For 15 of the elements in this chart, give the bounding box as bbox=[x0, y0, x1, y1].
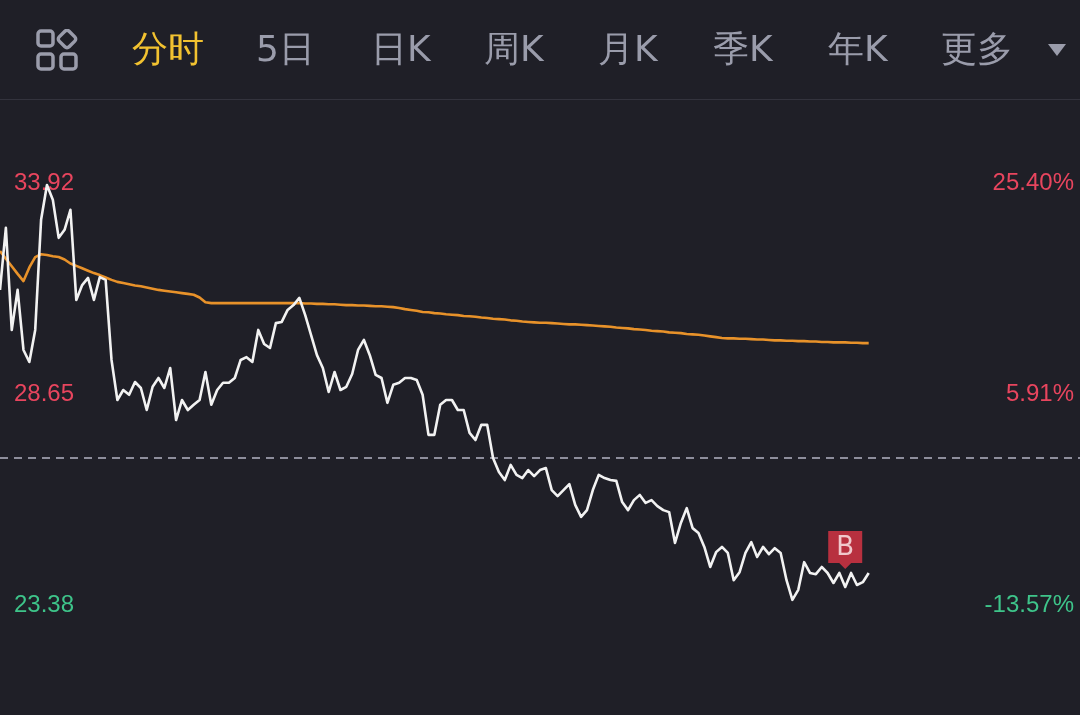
y2-tick-label: 25.40% bbox=[992, 167, 1074, 195]
text: 分时 bbox=[132, 27, 204, 71]
y-tick-label: 28.65 bbox=[14, 378, 75, 406]
text: 日K bbox=[371, 27, 431, 71]
text: 年K bbox=[828, 27, 888, 71]
y-tick-label: 33.92 bbox=[14, 167, 75, 195]
annotation: B bbox=[836, 530, 855, 561]
text: 更多 bbox=[941, 27, 1013, 71]
text: 月K bbox=[598, 27, 658, 71]
y2-tick-label: 5.91% bbox=[1005, 378, 1074, 406]
text: 5日 bbox=[256, 27, 315, 71]
text: 周K bbox=[484, 27, 544, 71]
y2-tick-label: -13.57% bbox=[984, 589, 1074, 617]
y-tick-label: 23.38 bbox=[14, 589, 75, 617]
text: 季K bbox=[713, 27, 773, 71]
